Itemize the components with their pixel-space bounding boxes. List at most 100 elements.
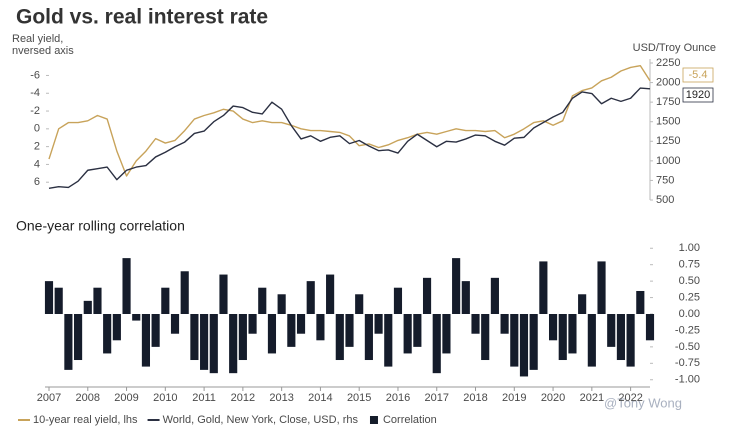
bar bbox=[229, 314, 238, 374]
bar bbox=[335, 314, 344, 361]
bar bbox=[248, 314, 257, 334]
bar bbox=[132, 314, 141, 321]
bar bbox=[190, 314, 199, 361]
bar bbox=[170, 314, 180, 334]
bar bbox=[384, 314, 393, 367]
bar bbox=[161, 287, 170, 314]
y-tick-label: 0.00 bbox=[679, 308, 700, 320]
bar bbox=[645, 314, 655, 341]
bar bbox=[568, 314, 577, 354]
bar bbox=[481, 314, 490, 361]
y-tick-label: 0.50 bbox=[679, 275, 700, 287]
x-tick-label: 2015 bbox=[347, 392, 371, 404]
end-value-label: 1920 bbox=[686, 89, 710, 101]
end-value-box bbox=[682, 87, 714, 103]
bar bbox=[258, 287, 267, 314]
x-tick-label: 2020 bbox=[541, 392, 565, 404]
bar bbox=[442, 314, 451, 354]
bar bbox=[83, 300, 92, 314]
x-tick-label: 2017 bbox=[424, 392, 448, 404]
bar bbox=[519, 314, 529, 377]
y-tick-label: -6 bbox=[30, 69, 40, 81]
bar bbox=[74, 314, 83, 361]
bar bbox=[287, 314, 296, 347]
y-tick-label: -0.25 bbox=[675, 324, 700, 336]
bar bbox=[636, 290, 645, 314]
bar bbox=[326, 274, 335, 314]
chart-title: Gold vs. real interest rate bbox=[16, 6, 268, 29]
bar bbox=[277, 294, 286, 314]
bar bbox=[93, 287, 102, 314]
bar bbox=[510, 314, 519, 367]
y-tick-label: 1.00 bbox=[679, 242, 700, 254]
bar bbox=[364, 314, 373, 361]
y2-tick-label: 1500 bbox=[656, 116, 680, 128]
x-tick-label: 2014 bbox=[308, 392, 332, 404]
bar bbox=[103, 314, 112, 354]
y2-tick-label: 2250 bbox=[656, 57, 680, 69]
x-tick-label: 2021 bbox=[580, 392, 604, 404]
y2-axis-title: USD/Troy Ounce bbox=[633, 42, 716, 54]
bar bbox=[461, 281, 470, 314]
bar bbox=[44, 281, 54, 314]
y2-tick-label: 1000 bbox=[656, 155, 680, 167]
bar bbox=[267, 314, 277, 354]
x-tick-label: 2009 bbox=[114, 392, 138, 404]
x-tick-label: 2013 bbox=[269, 392, 293, 404]
bar bbox=[490, 277, 499, 314]
y2-tick-label: 1750 bbox=[656, 96, 680, 108]
series-line bbox=[48, 87, 651, 189]
bar bbox=[500, 314, 509, 334]
y-axis-title: Real yield, bbox=[12, 33, 63, 45]
bar bbox=[64, 314, 73, 370]
y2-tick-label: 2000 bbox=[656, 76, 680, 88]
bar bbox=[587, 314, 596, 367]
bar bbox=[452, 258, 461, 314]
watermark: @Tony Wong bbox=[604, 395, 682, 410]
bar bbox=[296, 314, 306, 334]
y2-tick-label: 500 bbox=[656, 194, 674, 206]
bar bbox=[432, 314, 441, 374]
bar bbox=[238, 314, 247, 361]
bar bbox=[355, 294, 364, 314]
legend-swatch bbox=[369, 416, 378, 424]
bar bbox=[180, 271, 189, 314]
y-tick-label: -0.50 bbox=[675, 341, 700, 353]
legend: 10-year real yield, lhs World, Gold, New … bbox=[18, 414, 437, 426]
bar bbox=[112, 314, 121, 341]
bar bbox=[548, 314, 558, 341]
x-tick-label: 2016 bbox=[386, 392, 410, 404]
bar bbox=[578, 294, 587, 314]
y-axis-title: nversed axis bbox=[12, 45, 74, 57]
x-tick-label: 2008 bbox=[76, 392, 100, 404]
x-tick-label: 2012 bbox=[231, 392, 255, 404]
bar bbox=[219, 274, 228, 314]
y-tick-label: 4 bbox=[34, 158, 40, 170]
y-tick-label: -1.00 bbox=[675, 374, 700, 386]
y-tick-label: 0.25 bbox=[679, 291, 700, 303]
y-tick-label: 0 bbox=[34, 123, 40, 135]
bar bbox=[539, 261, 548, 314]
bar bbox=[413, 314, 422, 347]
legend-label: 10-year real yield, lhs bbox=[33, 414, 138, 426]
y-tick-label: 0.75 bbox=[679, 259, 700, 271]
legend-label: World, Gold, New York, Close, USD, rhs bbox=[163, 414, 359, 426]
legend-label: Correlation bbox=[383, 414, 437, 426]
x-tick-label: 2007 bbox=[37, 392, 61, 404]
panel-title: One-year rolling correlation bbox=[16, 218, 185, 234]
bar bbox=[141, 314, 151, 367]
x-tick-label: 2018 bbox=[463, 392, 487, 404]
y2-tick-label: 1250 bbox=[656, 135, 680, 147]
bar bbox=[374, 314, 383, 334]
x-tick-label: 2022 bbox=[618, 392, 642, 404]
bar bbox=[607, 314, 616, 347]
bar bbox=[209, 314, 218, 374]
y-tick-label: -4 bbox=[30, 87, 40, 99]
y2-tick-label: 750 bbox=[656, 174, 674, 186]
bar bbox=[529, 314, 538, 370]
x-tick-label: 2011 bbox=[192, 392, 216, 404]
x-tick-label: 2019 bbox=[502, 392, 526, 404]
bar bbox=[345, 314, 354, 347]
bar bbox=[151, 314, 160, 347]
